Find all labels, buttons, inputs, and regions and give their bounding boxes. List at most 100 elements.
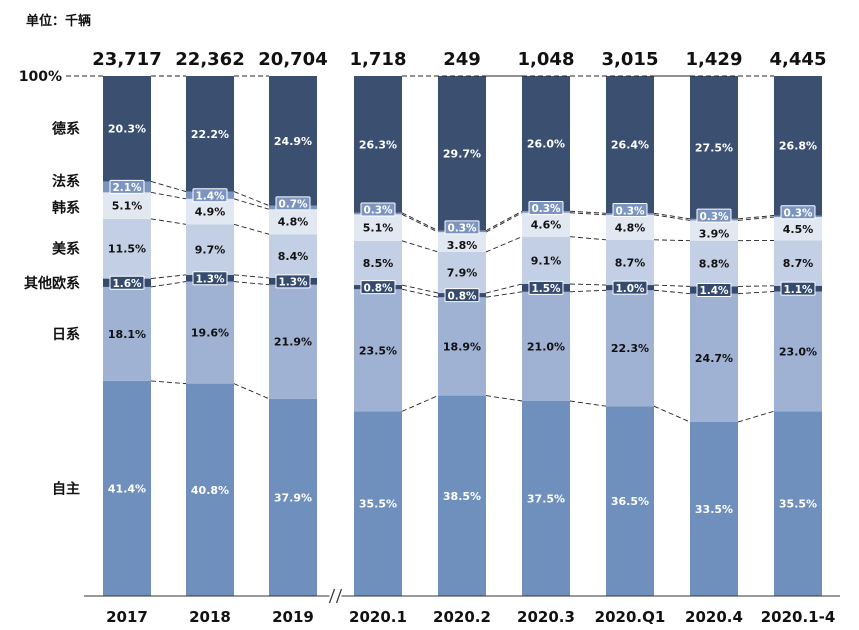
- bar-segment: [186, 281, 234, 384]
- value-label: 37.5%: [527, 493, 565, 506]
- bar-segment: [522, 212, 570, 237]
- value-label-box: [444, 288, 480, 303]
- connector-line: [401, 288, 439, 298]
- value-label: 0.3%: [447, 223, 477, 235]
- value-label: 21.0%: [527, 340, 565, 353]
- value-label: 21.9%: [274, 336, 312, 349]
- bar-segment: [438, 232, 486, 252]
- bar-segment: [606, 214, 654, 240]
- connector-line: [401, 284, 439, 294]
- value-label: 9.1%: [531, 254, 562, 267]
- value-label: 37.9%: [274, 491, 312, 504]
- connector-line: [401, 213, 439, 233]
- connector-line: [737, 216, 775, 221]
- connector-line: [150, 181, 187, 192]
- bar-segment: [103, 380, 151, 596]
- value-label-box: [192, 188, 228, 203]
- value-label: 4.8%: [615, 221, 646, 234]
- x-tick-label: 2017: [106, 608, 148, 626]
- connector-line: [485, 236, 523, 253]
- bar-segment: [606, 290, 654, 407]
- bar-segment: [522, 291, 570, 401]
- value-label: 8.5%: [363, 257, 394, 270]
- value-label: 0.8%: [363, 282, 393, 294]
- bar-segment: [269, 209, 317, 235]
- value-label: 0.3%: [699, 211, 729, 223]
- connector-line: [233, 223, 270, 235]
- x-tick-label: 2020.1: [349, 608, 407, 626]
- value-label: 33.5%: [695, 503, 733, 516]
- value-label-box: [360, 280, 396, 295]
- connector-line: [233, 274, 270, 279]
- value-label: 0.8%: [447, 290, 477, 302]
- value-label: 29.7%: [443, 147, 481, 160]
- value-label: 22.2%: [191, 128, 229, 141]
- unit-label: 单位：千辆: [26, 14, 92, 29]
- connector-line: [485, 291, 523, 298]
- connector-line: [569, 289, 607, 293]
- value-label-box: [612, 280, 648, 295]
- connector-line: [485, 395, 523, 402]
- value-label: 1.1%: [783, 284, 813, 296]
- connector-line: [233, 383, 270, 400]
- value-label: 24.7%: [695, 352, 733, 365]
- value-label-box: [696, 208, 732, 223]
- top-percent-label: 100%: [19, 69, 62, 85]
- connector-line: [485, 212, 523, 233]
- value-label: 3.9%: [699, 228, 730, 241]
- value-label: 1.4%: [699, 285, 729, 297]
- value-label: 1.6%: [112, 278, 142, 290]
- value-label: 4.9%: [195, 206, 226, 219]
- bar-segment: [438, 76, 486, 231]
- bar-segment: [269, 284, 317, 399]
- value-label: 1.3%: [195, 273, 225, 285]
- value-label: 8.7%: [615, 256, 646, 269]
- value-label-box: [109, 275, 145, 290]
- bar-segment: [606, 239, 654, 286]
- value-label: 4.6%: [531, 219, 562, 232]
- bar-segment: [774, 291, 822, 412]
- value-label: 26.3%: [359, 138, 397, 151]
- value-label: 23.5%: [359, 344, 397, 357]
- value-label: 26.8%: [779, 140, 817, 153]
- bar-segment: [354, 411, 402, 596]
- value-label-box: [612, 203, 648, 218]
- bar-segment: [774, 240, 822, 286]
- value-label: 41.4%: [108, 482, 146, 495]
- value-label: 27.5%: [695, 141, 733, 154]
- x-tick-label: 2020.2: [433, 608, 491, 626]
- bar-segment: [690, 240, 738, 287]
- bar-segment: [354, 76, 402, 213]
- bar-segment: [606, 406, 654, 596]
- bar-segment: [269, 398, 317, 596]
- bar-segment: [186, 198, 234, 225]
- connector-line: [653, 239, 691, 242]
- total-label: 1,718: [350, 49, 407, 70]
- value-label-box: [275, 274, 311, 289]
- bar-segment: [774, 411, 822, 596]
- value-label: 36.5%: [611, 495, 649, 508]
- bar-segment: [606, 76, 654, 214]
- value-label: 18.9%: [443, 340, 481, 353]
- value-label: 2.1%: [112, 182, 142, 194]
- connector-line: [401, 395, 439, 412]
- series-label: 韩系: [52, 200, 80, 217]
- bar-segment: [690, 293, 738, 422]
- x-tick-label: 2020.1-4: [761, 608, 836, 626]
- value-label: 11.5%: [108, 243, 146, 256]
- bar-segment: [774, 76, 822, 216]
- connector-line: [653, 214, 691, 221]
- connector-line: [401, 212, 439, 231]
- x-tick-label: 2020.4: [685, 608, 743, 626]
- value-label: 35.5%: [359, 498, 397, 511]
- connector-line: [150, 281, 187, 288]
- axis-break-gap: [329, 588, 342, 604]
- connector-line: [150, 191, 187, 200]
- total-label: 1,429: [686, 49, 743, 70]
- connector-line: [653, 284, 691, 287]
- bar-segment: [522, 401, 570, 596]
- value-label: 0.3%: [363, 205, 393, 217]
- x-tick-label: 2020.Q1: [595, 608, 666, 626]
- connector-line: [150, 218, 187, 225]
- value-label: 20.3%: [108, 123, 146, 136]
